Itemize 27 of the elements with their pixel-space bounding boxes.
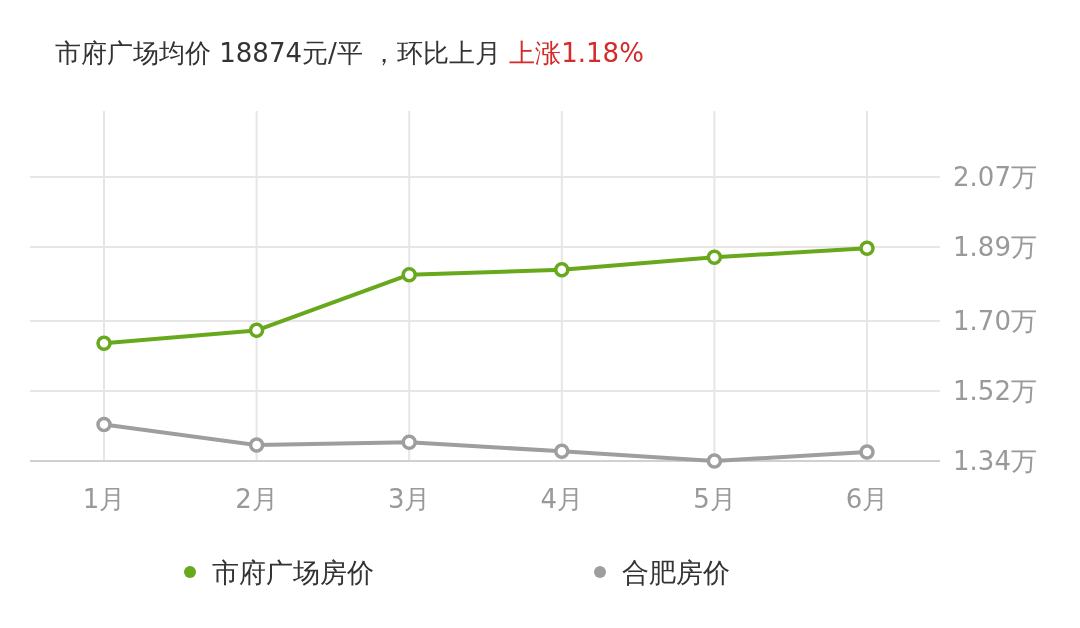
y-tick-label: 1.34万 — [953, 446, 1037, 476]
point — [401, 266, 417, 283]
y-tick-label: 2.07万 — [953, 162, 1037, 193]
point — [859, 240, 875, 257]
point — [554, 443, 570, 460]
point — [401, 434, 417, 451]
y-tick-label: 1.70万 — [953, 306, 1037, 336]
x-tick-label: 4月 — [540, 484, 584, 514]
y-tick-label: 1.89万 — [953, 232, 1037, 263]
legend-label: 市府广场房价 — [212, 557, 374, 588]
point — [96, 335, 112, 351]
chart-subtitle: 上涨1.18% — [501, 38, 644, 68]
x-tick-label: 6月 — [845, 484, 889, 514]
point — [248, 322, 265, 339]
point — [859, 444, 875, 460]
point — [96, 416, 112, 433]
x-tick-label: 1月 — [82, 484, 126, 514]
point — [554, 261, 570, 278]
legend-label: 合肥房价 — [622, 557, 730, 588]
x-tick-label: 2月 — [235, 484, 278, 514]
chart-title: 市府广场均价 18874元/平 ，环比上月 — [55, 38, 501, 68]
point — [248, 437, 265, 453]
y-tick-label: 1.52万 — [953, 376, 1037, 406]
point — [706, 453, 723, 469]
x-tick-label: 5月 — [693, 484, 736, 514]
x-tick-label: 3月 — [387, 484, 431, 514]
point — [706, 249, 723, 265]
